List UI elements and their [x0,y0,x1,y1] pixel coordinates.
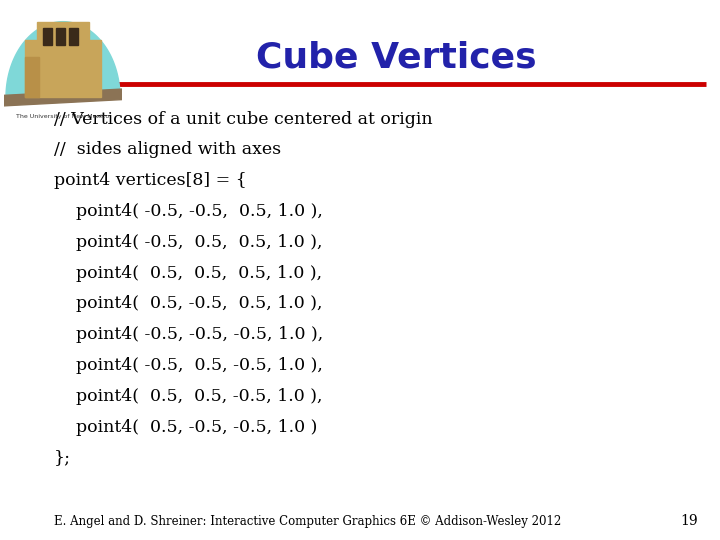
Polygon shape [4,22,122,97]
Polygon shape [25,39,101,97]
Text: point4( -0.5, -0.5, -0.5, 1.0 ),: point4( -0.5, -0.5, -0.5, 1.0 ), [54,326,323,343]
Polygon shape [42,28,53,45]
Text: E. Angel and D. Shreiner: Interactive Computer Graphics 6E © Addison-Wesley 2012: E. Angel and D. Shreiner: Interactive Co… [54,515,562,528]
Text: The University of New Mexico: The University of New Mexico [17,114,109,119]
Polygon shape [37,22,89,50]
Text: point4(  0.5, -0.5,  0.5, 1.0 ),: point4( 0.5, -0.5, 0.5, 1.0 ), [54,295,323,312]
Polygon shape [25,57,40,97]
Text: //  sides aligned with axes: // sides aligned with axes [54,141,281,158]
Text: point4( -0.5,  0.5, -0.5, 1.0 ),: point4( -0.5, 0.5, -0.5, 1.0 ), [54,357,323,374]
Polygon shape [56,28,66,45]
Text: point4( -0.5, -0.5,  0.5, 1.0 ),: point4( -0.5, -0.5, 0.5, 1.0 ), [54,203,323,220]
Text: point4( -0.5,  0.5,  0.5, 1.0 ),: point4( -0.5, 0.5, 0.5, 1.0 ), [54,234,323,251]
Text: point4(  0.5, -0.5, -0.5, 1.0 ): point4( 0.5, -0.5, -0.5, 1.0 ) [54,418,318,435]
Polygon shape [4,89,122,106]
Text: };: }; [54,449,71,466]
Text: point4(  0.5,  0.5, -0.5, 1.0 ),: point4( 0.5, 0.5, -0.5, 1.0 ), [54,388,323,404]
Text: 19: 19 [681,514,698,528]
Text: Cube Vertices: Cube Vertices [256,40,536,75]
Polygon shape [69,28,78,45]
Text: point4(  0.5,  0.5,  0.5, 1.0 ),: point4( 0.5, 0.5, 0.5, 1.0 ), [54,265,322,281]
Text: point4 vertices[8] = {: point4 vertices[8] = { [54,172,247,189]
Text: // Vertices of a unit cube centered at origin: // Vertices of a unit cube centered at o… [54,111,433,127]
